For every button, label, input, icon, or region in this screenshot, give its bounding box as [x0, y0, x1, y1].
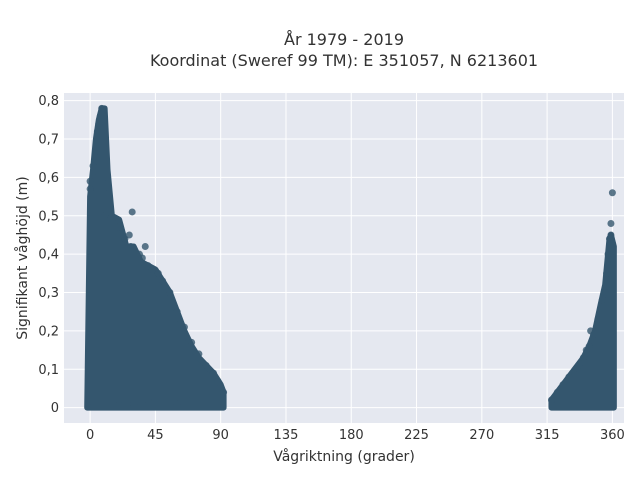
scatter-point: [115, 396, 123, 404]
y-tick-label: 0,5: [38, 209, 59, 224]
x-tick-label: 315: [535, 428, 560, 443]
scatter-points: [84, 104, 617, 411]
scatter-point: [607, 219, 615, 227]
grid-lines: [64, 93, 624, 423]
scatter-point: [141, 242, 149, 250]
x-tick-label: 225: [404, 428, 429, 443]
scatter-point: [547, 396, 555, 404]
scatter-point: [93, 127, 101, 135]
scatter-point: [127, 242, 135, 250]
scatter-point: [148, 266, 156, 274]
scatter-point: [603, 269, 611, 277]
scatter-point: [159, 277, 167, 285]
scatter-point: [95, 120, 103, 128]
scatter-point: [86, 177, 94, 185]
x-tick-label: 360: [600, 428, 625, 443]
tick-labels: 0 45 90 135 180 225 270 315 360 0 0,1 0,2 0,3 0,4 0,5 0…: [38, 94, 624, 443]
scatter-point: [173, 400, 181, 408]
scatter-point: [579, 354, 587, 362]
scatter-point: [553, 388, 561, 396]
scatter-point: [154, 269, 162, 277]
scatter-point: [188, 338, 196, 346]
scatter-point: [180, 323, 188, 331]
scatter-point: [138, 254, 146, 262]
scatter-point: [195, 350, 203, 358]
scatter-point: [565, 373, 573, 381]
scatter-point: [220, 388, 228, 396]
scatter-point: [608, 189, 616, 197]
scatter-point: [582, 346, 590, 354]
chart-title-line1: År 1979 - 2019: [284, 30, 404, 49]
scatter-point: [214, 377, 222, 385]
x-tick-label: 0: [86, 428, 94, 443]
scatter-point: [575, 361, 583, 369]
scatter-point: [166, 289, 174, 297]
x-tick-label: 270: [469, 428, 494, 443]
scatter-point: [594, 315, 602, 323]
scatter-point: [598, 296, 606, 304]
scatter-point: [202, 361, 210, 369]
scatter-point: [173, 308, 181, 316]
x-tick-label: 90: [212, 428, 229, 443]
scatter-point: [559, 381, 567, 389]
y-tick-label: 0,6: [38, 171, 59, 186]
scatter-point: [188, 396, 196, 404]
scatter-point: [115, 223, 123, 231]
y-tick-label: 0,2: [38, 324, 59, 339]
y-tick-label: 0,8: [38, 94, 59, 109]
scatter-point: [202, 392, 210, 400]
x-tick-label: 45: [147, 428, 164, 443]
chart-title-line2: Koordinat (Sweref 99 TM): E 351057, N 62…: [150, 51, 538, 70]
y-tick-label: 0,1: [38, 363, 59, 378]
x-tick-label: 180: [339, 428, 364, 443]
scatter-point: [144, 396, 152, 404]
scatter-point: [108, 216, 116, 224]
y-tick-label: 0,4: [38, 248, 59, 263]
scatter-point: [607, 231, 615, 239]
x-axis-label: Vågriktning (grader): [273, 448, 415, 465]
scatter-point: [604, 250, 612, 258]
scatter-point: [128, 208, 136, 216]
scatter-point: [125, 231, 133, 239]
scatter-point: [130, 400, 138, 408]
y-tick-label: 0,7: [38, 133, 59, 148]
y-tick-label: 0: [51, 401, 59, 416]
x-tick-label: 135: [274, 428, 299, 443]
scatter-point: [209, 369, 217, 377]
scatter-point: [601, 289, 609, 297]
y-axis-label: Signifikant våghöjd (m): [14, 176, 31, 339]
y-tick-label: 0,3: [38, 286, 59, 301]
scatter-point: [587, 327, 595, 335]
scatter-point: [89, 162, 97, 170]
scatter-point: [96, 112, 104, 120]
scatter-point: [101, 212, 109, 220]
scatter-point: [86, 185, 94, 193]
